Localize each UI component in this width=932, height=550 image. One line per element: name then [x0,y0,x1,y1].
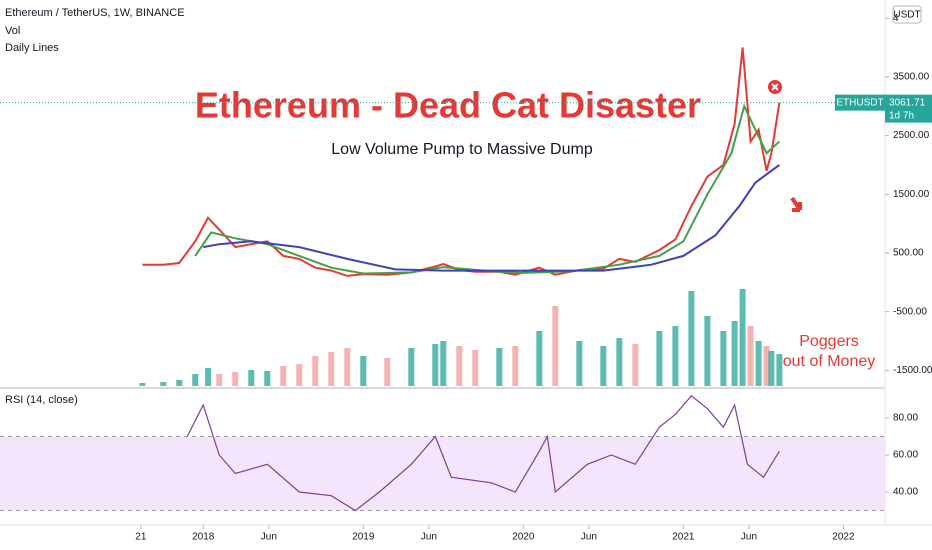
volume-bar [472,350,479,386]
rsi-band [0,436,885,511]
x-tick-label: 21 [135,532,147,543]
volume-bar [576,341,583,386]
volume-bar [328,352,335,386]
y-tick-label: -500.00 [893,306,927,317]
volume-bar [763,346,770,386]
cross-icon [771,83,779,91]
x-tick-label: 2018 [192,532,215,543]
last-price-symbol: ETHUSDT [836,97,883,108]
symbol-title: Ethereum / TetherUS, 1W, BINANCE [5,7,185,19]
volume-bar [512,346,519,386]
volume-bar [456,346,463,386]
volume-bar [248,370,255,386]
y-tick-label: 80.00 [893,413,918,424]
volume-bar [616,338,623,386]
x-tick-label: Jun [581,532,597,543]
price-line [142,47,781,277]
y-tick-label: 60.00 [893,450,918,461]
rsi-title: RSI (14, close) [5,394,78,406]
indicator-label: Daily Lines [5,42,59,54]
volume-bar [731,321,738,386]
volume-bar [264,371,271,386]
volume-bar [672,326,679,386]
x-tick-label: 2020 [512,532,535,543]
volume-bar [408,348,415,386]
last-price: 3061.71 [889,97,926,108]
price-line [194,103,781,275]
volume-bar [496,348,503,386]
volume-bar [192,374,199,386]
indicator-label: Vol [5,25,20,37]
volume-bar [216,374,223,386]
y-tick-label: 2500.00 [893,130,930,141]
volume-bar [280,366,287,386]
volume-bar [656,331,663,386]
volume-bar [205,368,212,386]
volume-bar [160,382,167,386]
y-tick-label: 500.00 [893,248,924,259]
y-tick-label: 40.00 [893,487,918,498]
y-tick-label: 3500.00 [893,72,930,83]
volume-bar [344,348,351,386]
volume-bar [232,372,239,386]
volume-bar [432,344,439,386]
volume-bar [360,356,367,386]
currency-box[interactable] [892,5,922,24]
volume-bar [739,289,746,386]
countdown: 1d 7h [889,110,914,121]
x-tick-label: 2022 [832,532,855,543]
x-tick-label: Jun [421,532,437,543]
currency: USDT [893,10,920,21]
x-tick-label: 2021 [672,532,695,543]
last-price-box [835,94,885,111]
volume-bar [296,364,303,386]
arrow [790,196,802,212]
note: out of Money [783,353,876,370]
note: Poggers [799,333,859,350]
x-tick-label: Jun [741,532,757,543]
volume-bar [755,341,762,386]
y-tick-label: 4 [893,13,899,24]
volume-bar [552,306,559,386]
x-tick-label: Jun [261,532,277,543]
y-tick-label: -1500.00 [893,365,932,376]
rsi-line [186,394,780,512]
volume-bar [600,346,607,386]
volume-bar [688,291,695,386]
volume-bar [704,316,711,386]
volume-bar [776,354,783,386]
price-line [203,164,780,272]
volume-bar [384,358,391,386]
volume-bar [747,326,754,386]
volume-bar [139,383,146,386]
volume-bar [536,331,543,386]
volume-bar [720,331,727,386]
subheadline: Low Volume Pump to Massive Dump [331,141,593,158]
volume-bar [176,380,183,386]
headline: Ethereum - Dead Cat Disaster [195,85,701,126]
last-price-box [885,94,932,123]
volume-bar [440,341,447,386]
volume-bar [768,351,775,386]
volume-bar [632,344,639,386]
volume-bar [312,356,319,386]
y-tick-label: 1500.00 [893,189,930,200]
x-tick-label: 2019 [352,532,375,543]
